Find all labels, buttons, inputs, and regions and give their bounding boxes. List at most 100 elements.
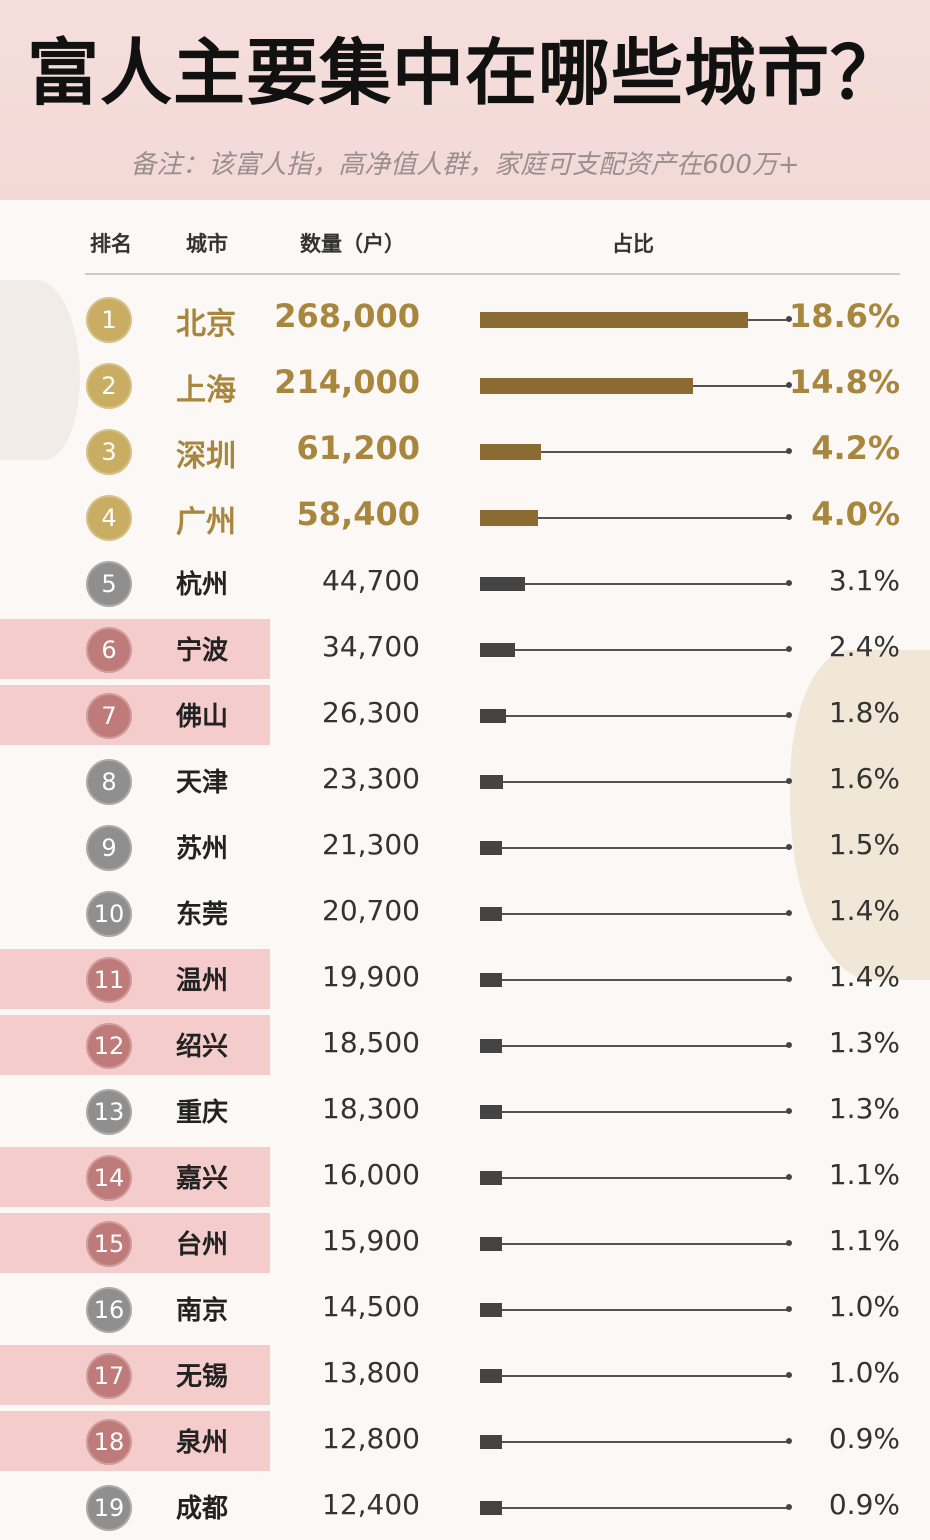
share-percent-label: 1.0% (828, 1290, 900, 1323)
city-label: 重庆 (176, 1098, 229, 1128)
share-percent-label: 4.0% (811, 495, 900, 533)
share-percent-label: 1.6% (828, 762, 900, 795)
row-highlight (0, 1411, 270, 1471)
table-row: 6 宁波 34,700 2.4% (0, 616, 930, 682)
table-row: 13 重庆 18,300 1.3% (0, 1078, 930, 1144)
household-count: 21,300 (322, 828, 420, 861)
share-percent-label: 2.4% (828, 630, 900, 663)
household-count: 20,700 (322, 894, 420, 927)
household-count: 12,400 (322, 1488, 420, 1521)
household-count: 12,800 (322, 1422, 420, 1455)
household-count: 15,900 (322, 1224, 420, 1257)
share-percent-label: 3.1% (828, 564, 900, 597)
rank-badge: 17 (86, 1353, 132, 1399)
share-bar (480, 1303, 502, 1317)
bar-track-line (480, 1177, 790, 1179)
column-header-share: 占比 (612, 232, 654, 256)
rank-badge: 14 (86, 1155, 132, 1201)
bar-track-line (480, 451, 790, 453)
rank-badge: 2 (86, 363, 132, 409)
bar-track-end-dot (786, 910, 792, 916)
bar-track-line (480, 1111, 790, 1113)
household-count: 18,300 (322, 1092, 420, 1125)
household-count: 23,300 (322, 762, 420, 795)
city-label: 成都 (176, 1494, 229, 1524)
city-label: 南京 (176, 1296, 229, 1326)
bar-track-end-dot (786, 1372, 792, 1378)
bar-track-line (480, 847, 790, 849)
share-bar (480, 1171, 502, 1185)
bar-track-line (480, 781, 790, 783)
bar-track-end-dot (786, 1438, 792, 1444)
table-row: 16 南京 14,500 1.0% (0, 1276, 930, 1342)
city-label: 天津 (176, 768, 229, 798)
rank-badge: 12 (86, 1023, 132, 1069)
share-percent-label: 18.6% (788, 297, 900, 335)
rank-badge: 4 (86, 495, 132, 541)
household-count: 44,700 (322, 564, 420, 597)
share-percent-label: 4.2% (811, 429, 900, 467)
row-highlight (0, 1147, 270, 1207)
row-highlight (0, 949, 270, 1009)
city-label: 台州 (176, 1230, 229, 1260)
bar-track-end-dot (786, 646, 792, 652)
bar-track-end-dot (786, 1306, 792, 1312)
rank-badge: 19 (86, 1485, 132, 1531)
household-count: 58,400 (296, 495, 420, 533)
table-row: 4 广州 58,400 4.0% (0, 484, 930, 550)
city-label: 苏州 (176, 834, 229, 864)
bar-track-line (480, 649, 790, 651)
rank-badge: 6 (86, 627, 132, 673)
bar-track-end-dot (786, 976, 792, 982)
household-count: 61,200 (296, 429, 420, 467)
bar-track-line (480, 517, 790, 519)
bar-track-line (480, 1045, 790, 1047)
table-row: 19 成都 12,400 0.9% (0, 1474, 930, 1540)
share-bar (480, 1501, 502, 1515)
header-divider (85, 273, 900, 275)
bar-track-line (480, 715, 790, 717)
household-count: 214,000 (274, 363, 420, 401)
share-bar (480, 841, 502, 855)
share-percent-label: 14.8% (788, 363, 900, 401)
rank-badge: 11 (86, 957, 132, 1003)
row-highlight (0, 619, 270, 679)
row-highlight (0, 685, 270, 745)
share-bar (480, 1039, 502, 1053)
table-row: 3 深圳 61,200 4.2% (0, 418, 930, 484)
household-count: 16,000 (322, 1158, 420, 1191)
column-header-count: 数量（户） (300, 232, 405, 256)
bar-track-end-dot (786, 580, 792, 586)
row-highlight (0, 1015, 270, 1075)
rank-badge: 1 (86, 297, 132, 343)
share-bar (480, 709, 506, 723)
bar-track-line (480, 1375, 790, 1377)
bar-track-end-dot (786, 448, 792, 454)
share-percent-label: 0.9% (828, 1488, 900, 1521)
rank-badge: 16 (86, 1287, 132, 1333)
bar-track-line (480, 1243, 790, 1245)
city-label: 深圳 (176, 439, 236, 474)
share-bar (480, 907, 502, 921)
city-label: 嘉兴 (176, 1164, 229, 1194)
bar-track-end-dot (786, 514, 792, 520)
share-bar (480, 973, 502, 987)
table-row: 2 上海 214,000 14.8% (0, 352, 930, 418)
column-header-rank: 排名 (90, 232, 132, 256)
share-percent-label: 1.5% (828, 828, 900, 861)
map-background-shape-left (0, 280, 80, 460)
household-count: 13,800 (322, 1356, 420, 1389)
rank-badge: 18 (86, 1419, 132, 1465)
rank-badge: 13 (86, 1089, 132, 1135)
bar-track-line (480, 1309, 790, 1311)
household-count: 14,500 (322, 1290, 420, 1323)
table-row: 10 东莞 20,700 1.4% (0, 880, 930, 946)
bar-track-line (480, 1507, 790, 1509)
household-count: 34,700 (322, 630, 420, 663)
rank-badge: 3 (86, 429, 132, 475)
city-label: 温州 (176, 966, 229, 996)
share-bar (480, 577, 525, 591)
table-row: 11 温州 19,900 1.4% (0, 946, 930, 1012)
household-count: 18,500 (322, 1026, 420, 1059)
